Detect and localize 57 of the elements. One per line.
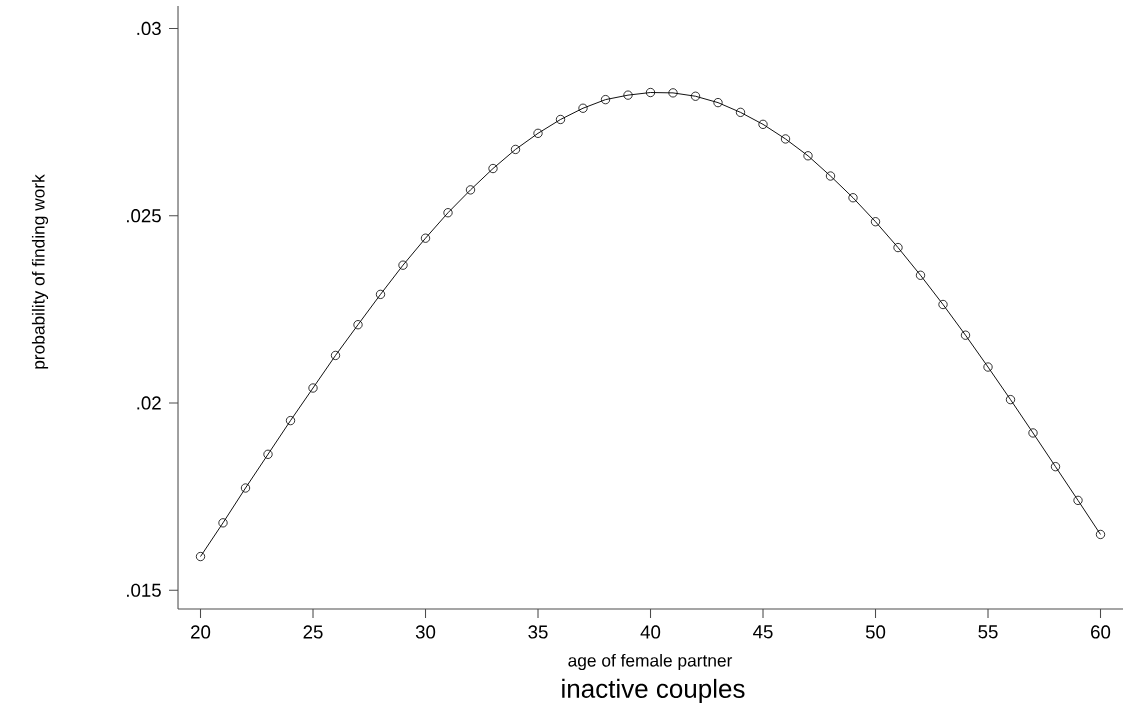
y-axis-title: probability of finding work: [31, 174, 49, 369]
point: [555, 114, 566, 125]
x-tick-label: 25: [303, 625, 323, 639]
text: inactive couples: [562, 678, 745, 704]
x-tick-label: 60: [1091, 625, 1111, 639]
y-tick-label: .02: [137, 396, 161, 410]
point: [848, 193, 858, 203]
point: [398, 260, 408, 270]
point: [218, 518, 228, 528]
point: [263, 449, 273, 459]
point: [1073, 495, 1083, 505]
point: [1028, 428, 1038, 438]
x-axis-title: age of female partner: [568, 653, 733, 671]
point: [488, 163, 498, 174]
point: [330, 350, 341, 361]
point: [375, 289, 386, 299]
point: [578, 103, 588, 113]
point: [758, 119, 768, 129]
x-tick-label: 50: [865, 625, 886, 639]
x-tick-label: 40: [640, 625, 661, 639]
point: [600, 95, 611, 105]
point: [308, 383, 318, 393]
point: [780, 134, 791, 144]
point: [803, 151, 813, 161]
point: [1095, 529, 1106, 540]
point: [443, 208, 453, 218]
point: [465, 185, 476, 195]
point: [420, 233, 431, 243]
point: [983, 362, 993, 372]
y-tick-label: .025: [127, 209, 161, 223]
point: [893, 242, 903, 253]
point: [735, 107, 746, 117]
point: [915, 270, 926, 280]
point: [668, 88, 678, 98]
point: [825, 171, 836, 181]
point: [1050, 462, 1061, 472]
point: [870, 217, 881, 227]
x-tick-label: 45: [753, 625, 773, 639]
point: [353, 320, 363, 330]
point: [645, 87, 656, 98]
point: [713, 98, 723, 108]
y-tick-label: .015: [127, 583, 161, 597]
point: [690, 91, 701, 101]
point: [1005, 395, 1016, 405]
point: [240, 483, 251, 493]
point: [623, 90, 633, 100]
y-tick-label: .03: [137, 21, 161, 36]
point: [285, 415, 296, 426]
point: [960, 330, 971, 340]
point: [195, 551, 206, 562]
x-tick-label: 20: [191, 625, 211, 639]
point: [938, 299, 948, 310]
point: [510, 144, 521, 155]
x-tick-label: 30: [415, 625, 436, 639]
x-tick-label: 35: [528, 625, 548, 639]
point: [533, 128, 543, 138]
x-tick-label: 55: [978, 625, 998, 639]
